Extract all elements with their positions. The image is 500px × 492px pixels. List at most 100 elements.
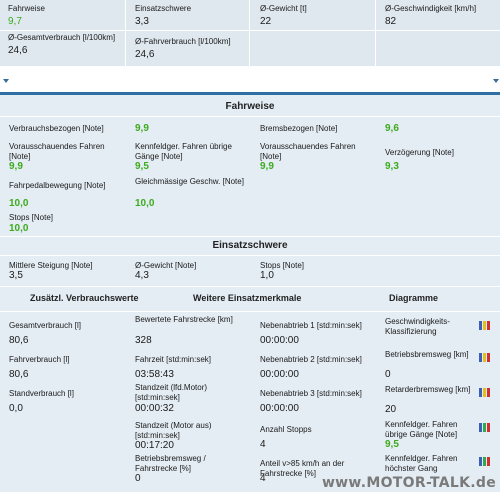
fahrweise-stops-label: Stops [Note]	[9, 213, 54, 222]
kennfeld-value: 9,5	[135, 161, 149, 172]
gesamtverbrauch-label: Gesamtverbrauch [l]	[9, 321, 82, 330]
summary-panel: Fahrweise 9,7 Einsatzschwere 3,3 Ø-Gewic…	[0, 0, 500, 66]
standverbrauch-value: 0,0	[9, 403, 23, 414]
standzeit-aus-label: Standzeit (Motor aus) [std:min:sek]	[135, 421, 212, 440]
bremsweg-anteil-label: Betriebsbremsweg / Fahrstrecke [%]	[135, 454, 206, 473]
fahrstrecke-value: 328	[135, 335, 152, 346]
watermark-logo: www.MOTOR-TALK.de	[321, 475, 496, 491]
divider	[0, 30, 500, 31]
collapse-arrow-icon[interactable]	[493, 79, 499, 83]
verbrauchsbezogen-value: 9,9	[135, 123, 149, 134]
gesamtverbrauch-value: 80,6	[9, 335, 29, 346]
verbrauchsbezogen-label: Verbrauchsbezogen [Note]	[9, 124, 104, 133]
summary-einsatzschwere-value: 3,3	[135, 16, 149, 27]
divider	[125, 0, 126, 66]
divider	[375, 0, 376, 66]
header-verbrauchswerte: Zusätzl. Verbrauchswerte	[30, 293, 139, 303]
standzeit-aus-value: 00:17:20	[135, 440, 174, 451]
divider	[0, 286, 500, 287]
bar-chart-icon[interactable]	[479, 321, 493, 330]
anzahl-stopps-label: Anzahl Stopps	[260, 425, 312, 434]
bremsweg-anteil-value: 0	[135, 473, 141, 484]
steigung-label: Mittlere Steigung [Note]	[9, 261, 93, 270]
einsatz-stops-label: Stops [Note]	[260, 261, 305, 270]
vorausschauend2-label: Vorausschauendes Fahren [Note]	[260, 142, 356, 161]
summary-gesamtverbrauch: Ø-Gesamtverbrauch [l/100km] 24,6	[8, 33, 123, 56]
standverbrauch-label: Standverbrauch [l]	[9, 389, 74, 398]
summary-fahrweise-label: Fahrweise	[8, 4, 45, 13]
bremsbezogen-value: 9,6	[385, 123, 399, 134]
geschwindigkeitsklassen-label[interactable]: Geschwindigkeits-Klassifizierung	[385, 317, 450, 336]
anteil-85-label: Anteil v>85 km/h an der Fahrstrecke [%]	[260, 459, 345, 478]
summary-gewicht: Ø-Gewicht [t] 22	[260, 4, 307, 27]
fahrverbrauch-label: Fahrverbrauch [l]	[9, 355, 70, 364]
summary-einsatzschwere: Einsatzschwere 3,3	[135, 4, 191, 27]
betriebsbremsweg-label[interactable]: Betriebsbremsweg [km]	[385, 350, 469, 359]
bar-chart-icon[interactable]	[479, 423, 493, 432]
summary-gesamtverbrauch-label: Ø-Gesamtverbrauch [l/100km]	[8, 33, 116, 42]
einsatz-stops-value: 1,0	[260, 270, 274, 281]
divider	[0, 236, 500, 237]
bar-chart-icon[interactable]	[479, 457, 493, 466]
summary-gesamtverbrauch-value: 24,6	[8, 45, 28, 56]
details-panel: Fahrweise Verbrauchsbezogen [Note] 9,9 B…	[0, 95, 500, 492]
summary-fahrweise-value: 9,7	[8, 16, 22, 27]
steigung-value: 3,5	[9, 270, 23, 281]
header-diagramme: Diagramme	[389, 293, 439, 303]
anteil-85-value: 4	[260, 473, 266, 484]
summary-fahrverbrauch-value: 24,6	[135, 49, 155, 60]
summary-geschwindigkeit-value: 82	[385, 16, 397, 27]
einsatz-gewicht-label: Ø-Gewicht [Note]	[135, 261, 197, 270]
fahrweise-stops-value: 10,0	[9, 223, 29, 234]
summary-einsatzschwere-label: Einsatzschwere	[135, 4, 192, 13]
nebenabtrieb2-label: Nebenabtrieb 2 [std:min:sek]	[260, 355, 362, 364]
divider	[0, 116, 500, 117]
section-divider	[0, 92, 500, 95]
nebenabtrieb1-label: Nebenabtrieb 1 [std:min:sek]	[260, 321, 362, 330]
divider	[249, 0, 250, 66]
einsatz-gewicht-value: 4,3	[135, 270, 149, 281]
divider	[0, 311, 500, 312]
section-title-einsatzschwere: Einsatzschwere	[212, 240, 288, 251]
summary-geschwindigkeit: Ø-Geschwindigkeit [km/h] 82	[385, 4, 476, 27]
retarderbremsweg-label[interactable]: Retarderbremsweg [km]	[385, 385, 471, 394]
kennfeld-diagramm-value: 9,5	[385, 439, 399, 450]
fahrzeit-label: Fahrzeit [std:min:sek]	[135, 355, 212, 364]
header-einsatzmerkmale: Weitere Einsatzmerkmale	[193, 293, 302, 303]
summary-fahrverbrauch: Ø-Fahrverbrauch [l/100km] 24,6	[135, 37, 231, 60]
verzoegerung-value: 9,3	[385, 161, 399, 172]
fahrzeit-value: 03:58:43	[135, 369, 174, 380]
standzeit-lfd-label: Standzeit (lfd.Motor) [std:min:sek]	[135, 383, 208, 402]
fahrpedal-label: Fahrpedalbewegung [Note]	[9, 181, 106, 190]
retarderbremsweg-value: 20	[385, 404, 397, 415]
gleichmaessig-value: 10,0	[135, 198, 155, 209]
bar-chart-icon[interactable]	[479, 388, 493, 397]
nebenabtrieb2-value: 00:00:00	[260, 369, 299, 380]
nebenabtrieb1-value: 00:00:00	[260, 335, 299, 346]
fahrstrecke-label: Bewertete Fahrstrecke [km]	[135, 315, 233, 324]
divider	[0, 255, 500, 256]
standzeit-lfd-value: 00:00:32	[135, 403, 174, 414]
fahrpedal-value: 10,0	[9, 198, 29, 209]
vorausschauend2-value: 9,9	[260, 161, 274, 172]
kennfeld-diagramm-label[interactable]: Kennfeldger. Fahren übrige Gänge [Note]	[385, 420, 458, 439]
hoechster-gang-label[interactable]: Kennfeldger. Fahren höchster Gang	[385, 454, 458, 473]
bremsbezogen-label: Bremsbezogen [Note]	[260, 124, 338, 133]
vorausschauend1-value: 9,9	[9, 161, 23, 172]
summary-fahrverbrauch-label: Ø-Fahrverbrauch [l/100km]	[135, 37, 231, 46]
collapse-arrow-icon[interactable]	[3, 79, 9, 83]
verzoegerung-label: Verzögerung [Note]	[385, 148, 454, 157]
betriebsbremsweg-value: 0	[385, 369, 391, 380]
vorausschauend1-label: Vorausschauendes Fahren [Note]	[9, 142, 105, 161]
summary-fahrweise: Fahrweise 9,7	[8, 4, 45, 27]
summary-gewicht-value: 22	[260, 16, 272, 27]
anzahl-stopps-value: 4	[260, 439, 266, 450]
separator	[0, 66, 500, 88]
fahrverbrauch-value: 80,6	[9, 369, 29, 380]
summary-gewicht-label: Ø-Gewicht [t]	[260, 4, 307, 13]
section-title-fahrweise: Fahrweise	[225, 101, 275, 112]
bar-chart-icon[interactable]	[479, 353, 493, 362]
gleichmaessig-label: Gleichmässige Geschw. [Note]	[135, 177, 244, 186]
kennfeld-label: Kennfeldger. Fahren übrige Gänge [Note]	[135, 142, 232, 161]
nebenabtrieb3-value: 00:00:00	[260, 403, 299, 414]
